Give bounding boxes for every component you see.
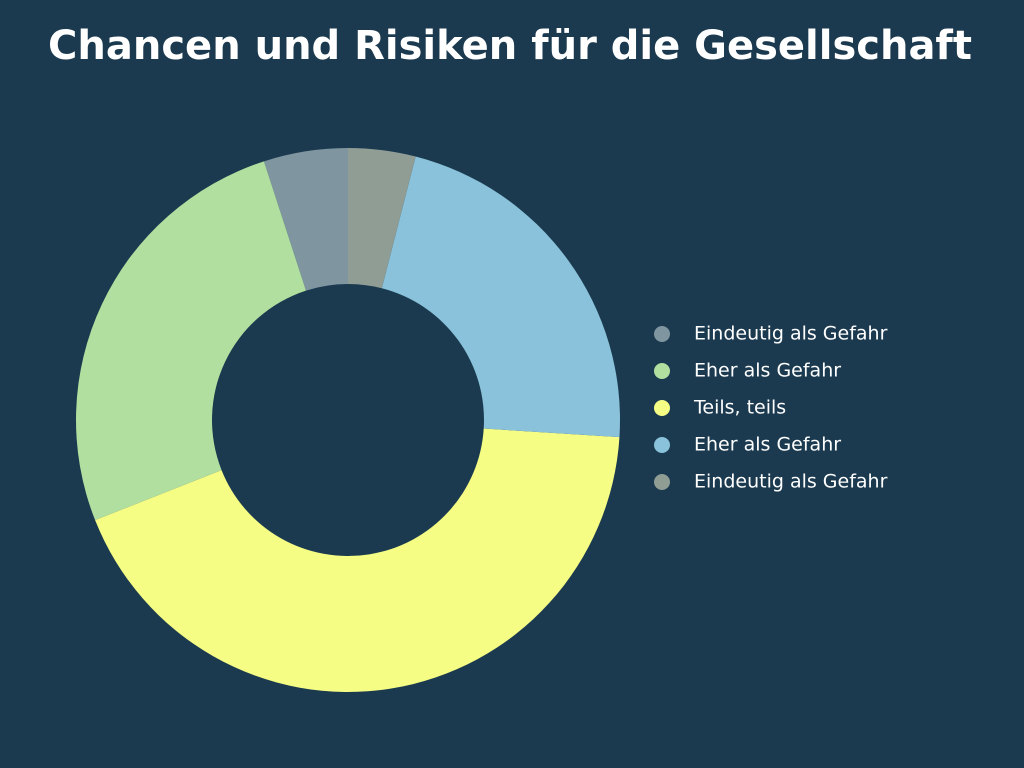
- legend-label: Eher als Gefahr: [694, 434, 841, 456]
- slice: [76, 161, 306, 521]
- slice: [95, 428, 620, 692]
- legend-marker: [654, 400, 670, 416]
- slice: [381, 156, 620, 438]
- slice: [263, 148, 348, 291]
- legend-label: Eindeutig als Gefahr: [694, 471, 888, 493]
- legend-marker: [654, 326, 670, 342]
- legend-marker: [654, 363, 670, 379]
- chart-title: Chancen und Risiken für die Gesellschaft: [48, 23, 972, 69]
- slice: [348, 148, 416, 289]
- legend-label: Eindeutig als Gefahr: [694, 323, 888, 345]
- legend-label: Teils, teils: [693, 397, 786, 419]
- legend-marker: [654, 437, 670, 453]
- legend-marker: [654, 474, 670, 490]
- legend-label: Eher als Gefahr: [694, 360, 841, 382]
